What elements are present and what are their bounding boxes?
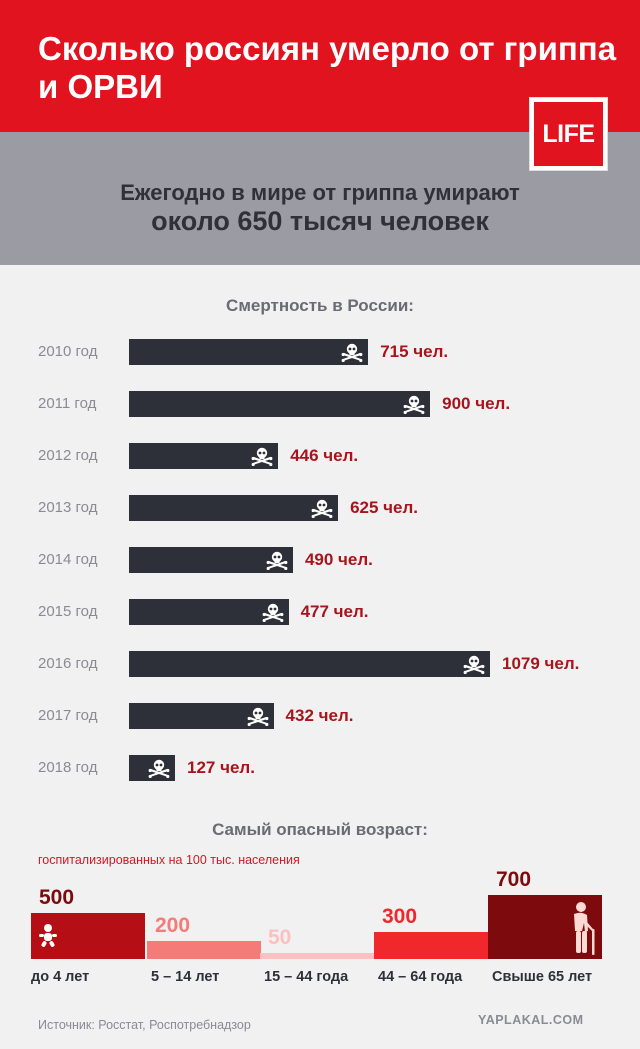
- mortality-chart-title: Смертность в России:: [226, 296, 414, 315]
- age-value-label: 500: [39, 886, 75, 910]
- baby-icon: [37, 923, 59, 954]
- age-bar: [374, 931, 488, 959]
- age-value-label: 200: [155, 913, 191, 937]
- header-band: Сколько россиян умерло от гриппа и ОРВИ: [0, 0, 640, 132]
- age-category-label: 15 – 44 года: [264, 969, 349, 985]
- life-logo: LIFE: [530, 98, 607, 170]
- age-category-label: Свыше 65 лет: [492, 969, 593, 985]
- age-chart-title: Самый опасный возраст:: [212, 820, 428, 839]
- source-note: Источник: Росстат, Роспотребнадзор: [38, 1018, 251, 1032]
- age-value-label: 700: [496, 868, 532, 891]
- world-stat-line1: Ежегодно в мире от гриппа умирают: [120, 180, 520, 205]
- age-bar: [147, 940, 261, 959]
- world-stat-line2: около 650 тысяч человек: [151, 206, 489, 236]
- age-category-label: 44 – 64 года: [378, 969, 463, 985]
- age-chart-subtitle: госпитализированных на 100 тыс. населени…: [38, 853, 300, 867]
- age-category-label: до 4 лет: [31, 969, 90, 985]
- page-title: Сколько россиян умерло от гриппа и ОРВИ: [38, 30, 617, 105]
- age-category-label: 5 – 14 лет: [151, 969, 220, 985]
- elderly-person-icon: [568, 901, 598, 962]
- watermark: YAPLAKAL.COM: [478, 1013, 584, 1027]
- age-value-label: 50: [268, 926, 292, 949]
- logo-text: LIFE: [534, 102, 603, 166]
- age-bar: [260, 953, 374, 959]
- age-value-label: 300: [382, 904, 418, 928]
